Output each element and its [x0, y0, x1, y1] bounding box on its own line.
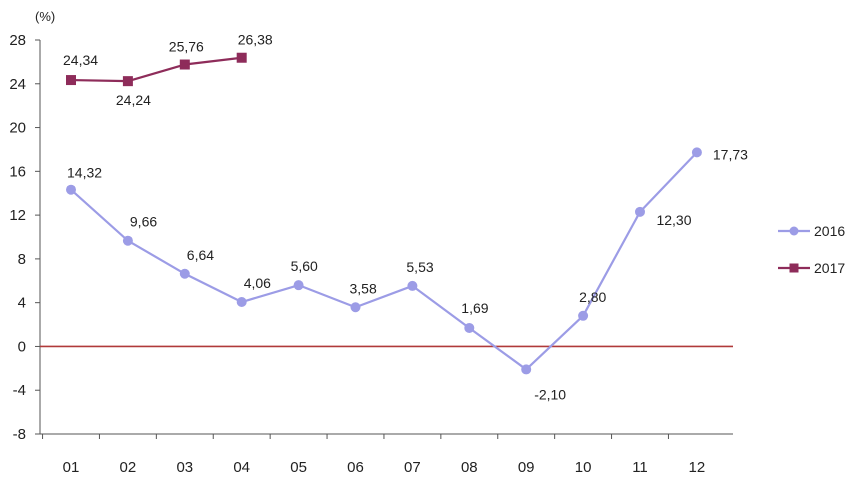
- y-axis: 28 24 20 16 12 8 4 0 -4 -8: [9, 32, 41, 443]
- data-point: [635, 206, 645, 217]
- y-tick-label: 8: [18, 251, 26, 268]
- series-line-2016: [70, 151, 698, 371]
- legend-marker: [789, 263, 799, 273]
- x-tick-label: 07: [404, 459, 421, 476]
- data-label: 6,64: [187, 247, 214, 263]
- data-label: 14,32: [67, 165, 102, 181]
- data-label: 25,76: [169, 39, 204, 55]
- x-axis: 01 02 03 04 05 06 07 08 09 10 11 12: [40, 433, 733, 476]
- data-label: 2,80: [579, 289, 606, 305]
- data-point: [293, 280, 304, 291]
- data-label: 4,06: [244, 275, 271, 291]
- series-layer: 14,32 9,66 6,64 4,06 5,60 3,58 5,53 1,69 -2,10 2,…: [63, 32, 748, 403]
- data-label: 5,60: [291, 258, 318, 274]
- y-tick-label: 0: [18, 338, 26, 355]
- legend-item-2017: 2017: [778, 260, 845, 276]
- data-point: [66, 75, 76, 86]
- data-point: [179, 59, 190, 70]
- x-tick-label: 11: [632, 459, 648, 476]
- data-point: [407, 280, 418, 291]
- series-2017: 24,34 24,24 25,76 26,38: [63, 32, 273, 108]
- data-label: 5,53: [406, 259, 433, 275]
- data-point: [521, 364, 532, 375]
- data-point: [122, 235, 133, 246]
- y-tick-label: 20: [9, 120, 26, 137]
- x-tick-label: 06: [347, 459, 364, 476]
- data-label: 17,73: [713, 146, 748, 162]
- legend-label: 2016: [814, 223, 845, 239]
- data-point: [691, 147, 702, 158]
- data-point: [578, 310, 589, 321]
- y-tick-label: 12: [9, 207, 26, 224]
- x-tick-label: 12: [689, 459, 706, 476]
- data-label: 24,34: [63, 52, 98, 68]
- x-tick-label: 10: [575, 459, 592, 476]
- data-label: 9,66: [130, 214, 157, 230]
- x-tick-label: 09: [518, 459, 535, 476]
- x-tick-label: 08: [461, 459, 478, 476]
- data-point: [66, 184, 76, 195]
- data-point: [122, 76, 133, 87]
- data-label: 3,58: [350, 280, 377, 296]
- x-tick-label: 01: [63, 459, 80, 476]
- data-label: 26,38: [238, 32, 273, 48]
- legend: 2016 2017: [778, 223, 845, 276]
- series-line-2017: [70, 56, 242, 83]
- data-point: [236, 297, 247, 308]
- x-tick-label: 05: [290, 459, 307, 476]
- legend-marker: [789, 226, 799, 236]
- y-tick-label: 24: [9, 76, 26, 93]
- legend-item-2016: 2016: [778, 223, 845, 239]
- data-label: 12,30: [656, 212, 691, 228]
- y-unit-label: (%): [35, 9, 55, 24]
- data-point: [179, 268, 190, 279]
- y-tick-label: -8: [13, 426, 26, 443]
- y-tick-label: 4: [18, 295, 26, 312]
- series-2016: 14,32 9,66 6,64 4,06 5,60 3,58 5,53 1,69 -2,10 2,…: [66, 146, 748, 402]
- data-point: [236, 52, 247, 63]
- data-label: 1,69: [461, 300, 488, 316]
- x-tick-label: 03: [176, 459, 193, 476]
- x-tick-label: 04: [233, 459, 250, 476]
- data-point: [464, 322, 475, 333]
- y-tick-label: -4: [13, 382, 26, 399]
- y-tick-label: 16: [9, 163, 26, 180]
- data-point: [350, 302, 361, 313]
- y-tick-label: 28: [9, 32, 26, 49]
- legend-label: 2017: [814, 260, 845, 276]
- x-tick-label: 02: [120, 459, 137, 476]
- data-label: -2,10: [534, 386, 566, 402]
- data-label: 24,24: [116, 92, 151, 108]
